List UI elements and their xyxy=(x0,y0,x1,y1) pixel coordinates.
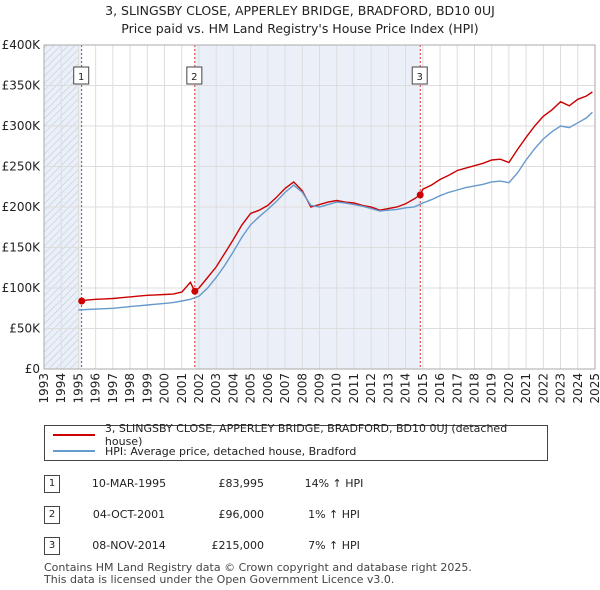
sale-marker-box xyxy=(411,66,428,85)
x-tick-label: 2002 xyxy=(192,373,206,404)
legend-label-property: 3, SLINGSBY CLOSE, APPERLEY BRIDGE, BRAD… xyxy=(104,422,508,448)
x-tick-label: 2018 xyxy=(467,373,481,404)
y-tick-label: £400K xyxy=(2,38,42,52)
x-tick-label: 1993 xyxy=(37,373,51,404)
legend-swatch-property xyxy=(53,434,95,436)
x-tick-label: 2010 xyxy=(330,373,344,404)
x-tick-label: 1997 xyxy=(106,373,120,404)
sale-marker-badge: 2 xyxy=(44,506,60,524)
x-tick-label: 1995 xyxy=(71,373,85,404)
x-tick-label: 2006 xyxy=(261,373,275,404)
x-tick-label: 2017 xyxy=(450,373,464,404)
x-tick-label: 2003 xyxy=(209,373,223,404)
sale-price: £83,995 xyxy=(218,477,265,490)
x-tick-label: 2016 xyxy=(433,373,447,404)
x-tick-label: 2000 xyxy=(158,373,172,404)
y-tick-label: £300K xyxy=(2,119,42,133)
sale-row: 3 08-NOV-2014 £215,000 7% ↑ HPI xyxy=(44,537,564,555)
property-price-line xyxy=(81,91,593,302)
legend: 3, SLINGSBY CLOSE, APPERLEY BRIDGE, BRAD… xyxy=(44,422,548,461)
y-tick-label: £100K xyxy=(2,281,42,295)
x-tick-label: 2008 xyxy=(295,373,309,404)
legend-swatch-hpi xyxy=(53,450,95,452)
x-tick-label: 1996 xyxy=(89,373,103,404)
footer-license: This data is licensed under the Open Gov… xyxy=(44,573,395,586)
sale-hpi-change: 1% ↑ HPI xyxy=(308,508,360,521)
chart-subtitle: Price paid vs. HM Land Registry's House … xyxy=(121,21,479,36)
y-tick-label: £0 xyxy=(25,362,40,376)
y-tick-label: £200K xyxy=(2,200,42,214)
x-tick-label: 2013 xyxy=(381,373,395,404)
sale-date: 10-MAR-1995 xyxy=(91,477,167,490)
x-tick-label: 1998 xyxy=(123,373,137,404)
x-tick-label: 2011 xyxy=(347,373,361,404)
x-tick-label: 2007 xyxy=(278,373,292,404)
footer-copyright: Contains HM Land Registry data © Crown c… xyxy=(44,561,472,574)
sale-marker-label: 2 xyxy=(191,72,197,83)
legend-label-hpi: HPI: Average price, detached house, Brad… xyxy=(105,444,357,458)
x-tick-label: 2014 xyxy=(399,373,413,404)
legend-item-property: 3, SLINGSBY CLOSE, APPERLEY BRIDGE, BRAD… xyxy=(53,422,547,448)
x-tick-label: 1994 xyxy=(54,373,68,404)
y-tick-label: £350K xyxy=(2,79,42,93)
x-tick-label: 2023 xyxy=(554,373,568,404)
x-tick-label: 2012 xyxy=(364,373,378,404)
x-tick-label: 2020 xyxy=(502,373,516,404)
x-tick-label: 2025 xyxy=(588,373,600,404)
sale-marker-box xyxy=(186,66,203,85)
x-tick-label: 2004 xyxy=(226,373,240,404)
x-tick-label: 2019 xyxy=(485,373,499,404)
legend-item-hpi: HPI: Average price, detached house, Brad… xyxy=(53,443,356,459)
x-tick-label: 2001 xyxy=(175,373,189,404)
x-tick-label: 2009 xyxy=(313,373,327,404)
sale-marker-badge: 3 xyxy=(44,537,60,555)
sale-hpi-change: 14% ↑ HPI xyxy=(304,477,364,490)
plot-border xyxy=(43,44,596,370)
x-tick-label: 2021 xyxy=(519,373,533,404)
sale-marker-box xyxy=(73,66,90,85)
x-tick-label: 2022 xyxy=(536,373,550,404)
chart-title: 3, SLINGSBY CLOSE, APPERLEY BRIDGE, BRAD… xyxy=(105,3,495,18)
sale-date: 08-NOV-2014 xyxy=(92,539,166,552)
sale-marker-label: 3 xyxy=(417,72,423,83)
y-tick-label: £150K xyxy=(2,241,42,255)
sale-point xyxy=(78,297,86,305)
sale-marker-badge: 1 xyxy=(44,475,60,493)
sale-row: 1 10-MAR-1995 £83,995 14% ↑ HPI xyxy=(44,475,564,493)
sale-marker-label: 1 xyxy=(78,72,84,83)
y-tick-label: £50K xyxy=(9,322,41,336)
x-tick-label: 2024 xyxy=(571,373,585,404)
sale-price: £215,000 xyxy=(211,539,265,552)
price-chart: £0 £50K £100K £150K £200K £250K £300K £350K £400… xyxy=(2,38,600,404)
sale-price: £96,000 xyxy=(218,508,265,521)
sale-point xyxy=(191,287,199,295)
sale-point xyxy=(416,191,424,199)
sale-hpi-change: 7% ↑ HPI xyxy=(308,539,360,552)
y-tick-label: £250K xyxy=(2,160,42,174)
x-tick-label: 2005 xyxy=(244,373,258,404)
sale-row: 2 04-OCT-2001 £96,000 1% ↑ HPI xyxy=(44,506,564,524)
x-tick-label: 1999 xyxy=(140,373,154,404)
sale-date: 04-OCT-2001 xyxy=(92,508,166,521)
hpi-line xyxy=(78,111,593,311)
x-tick-label: 2015 xyxy=(416,373,430,404)
